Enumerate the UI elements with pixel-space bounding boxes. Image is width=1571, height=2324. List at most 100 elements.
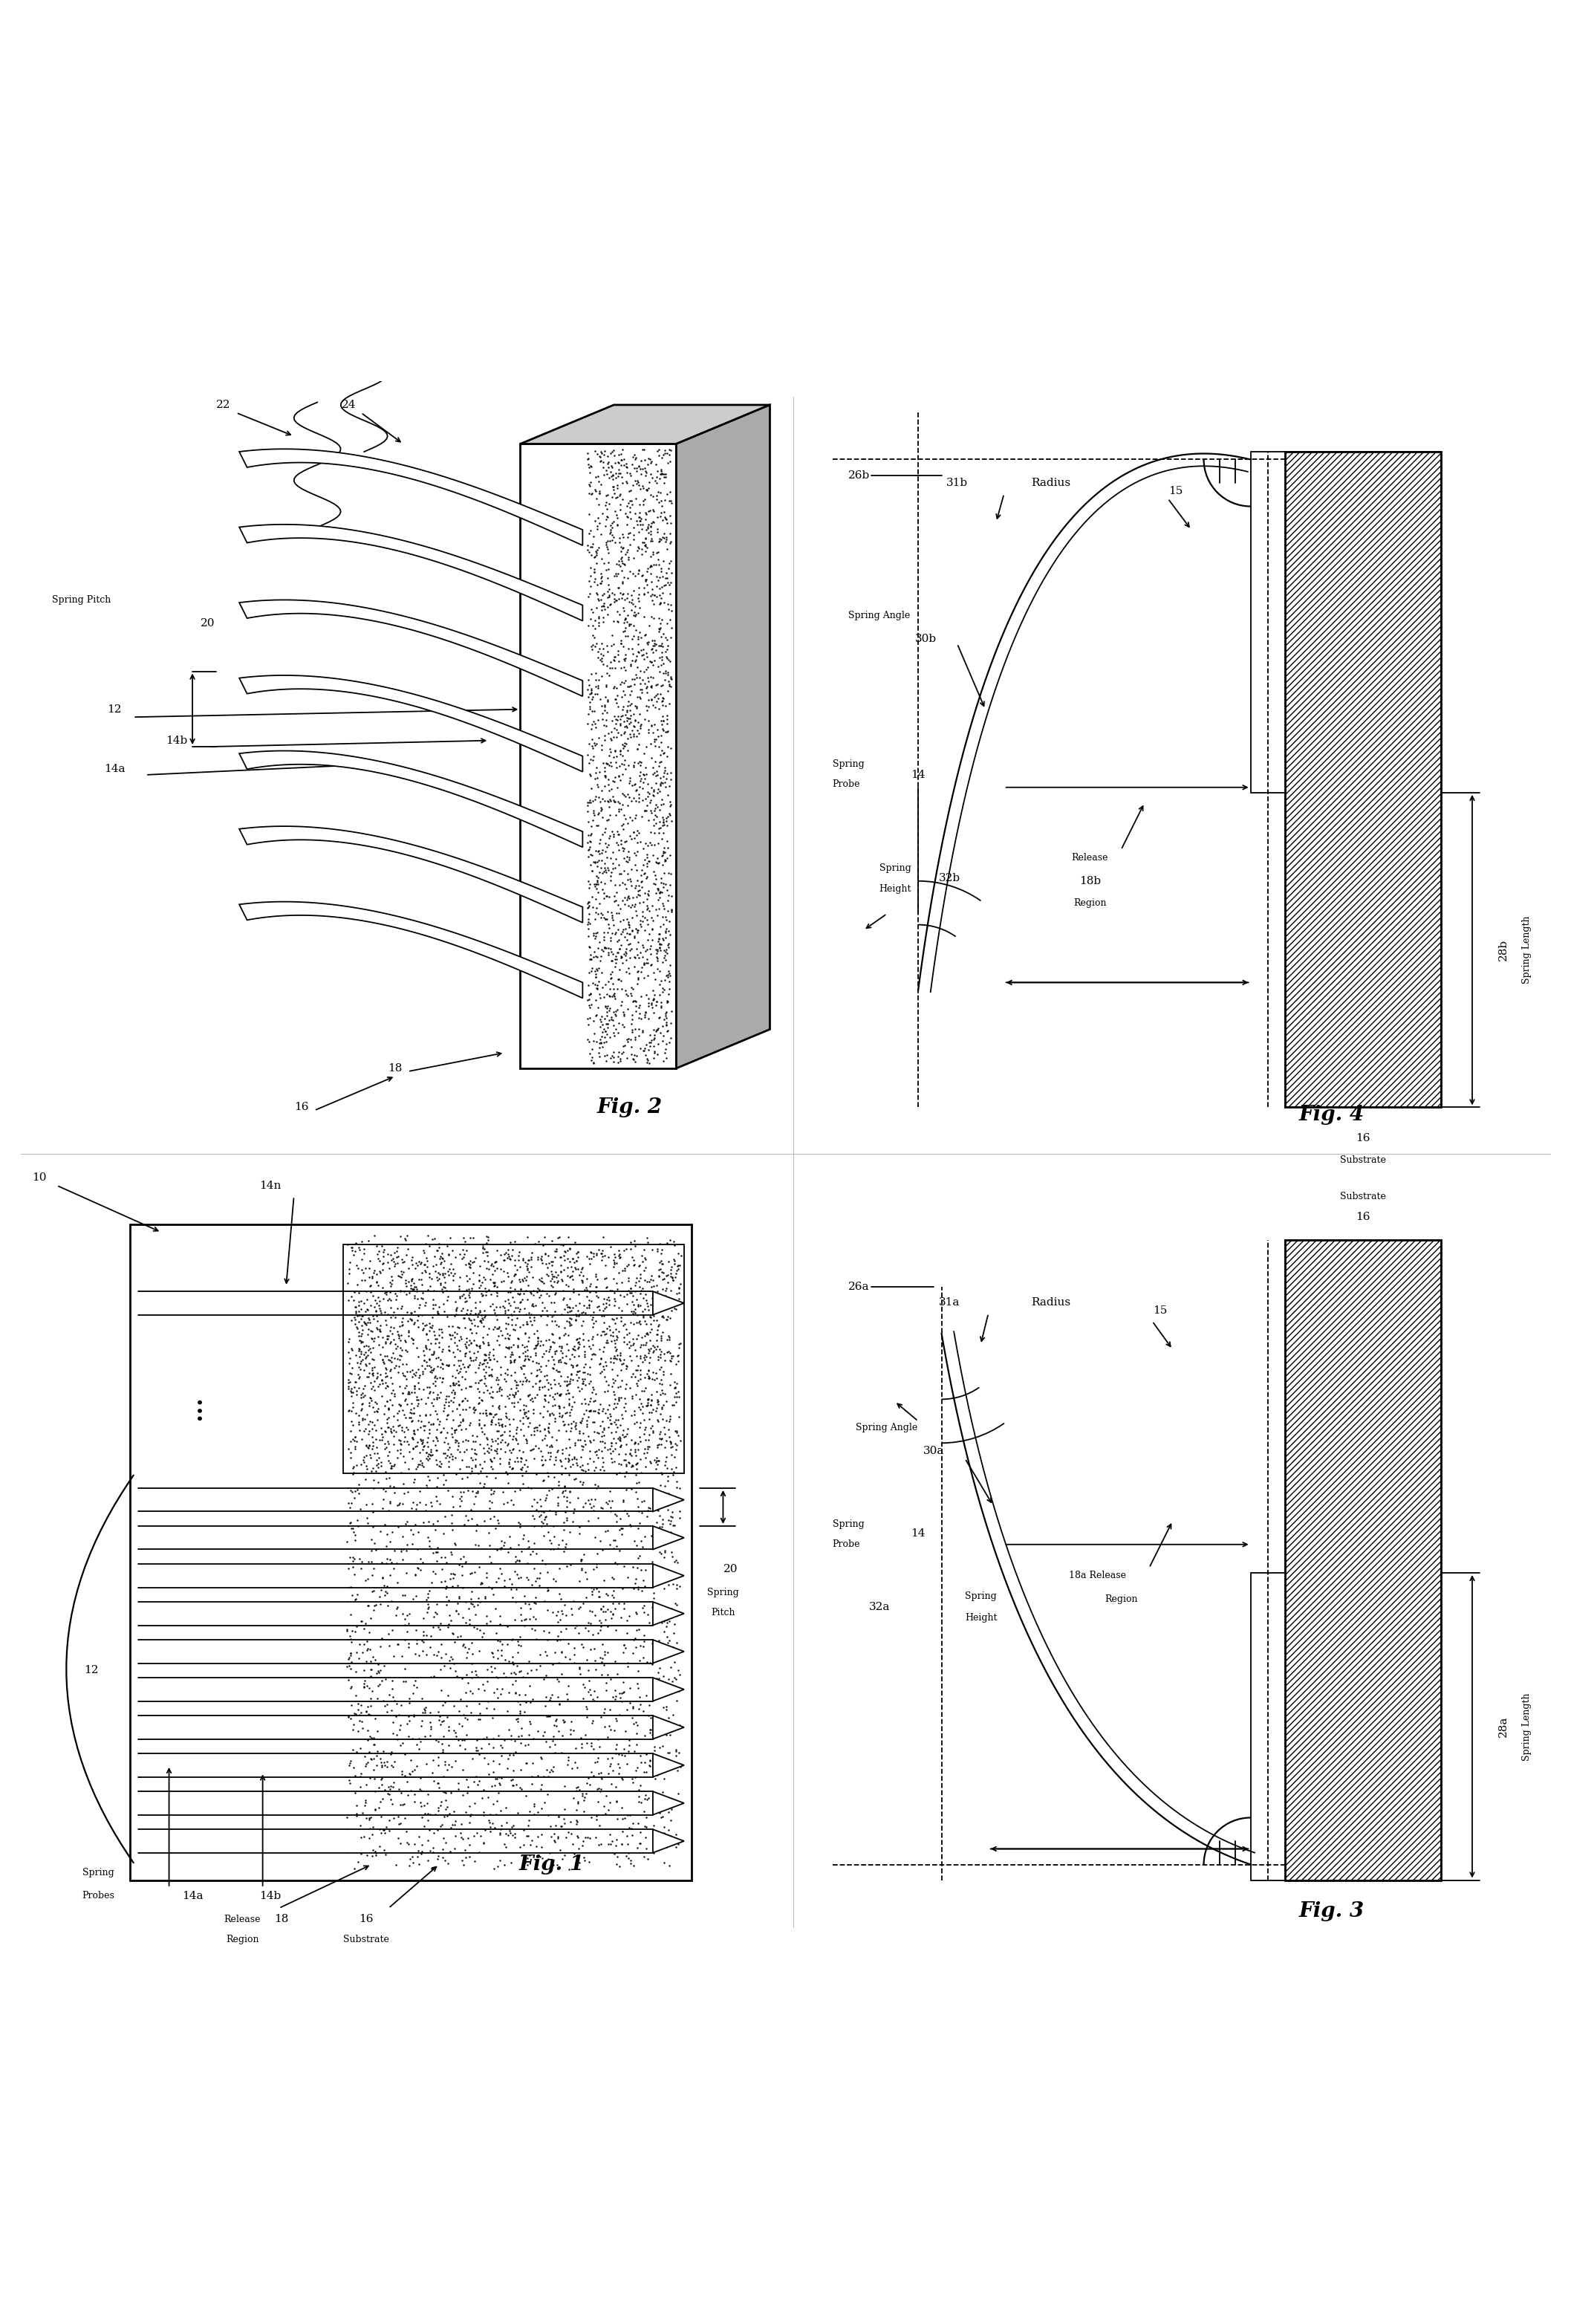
Point bbox=[556, 1376, 581, 1413]
Point bbox=[457, 1334, 482, 1371]
Point bbox=[624, 465, 649, 502]
Point bbox=[407, 1731, 432, 1769]
Point bbox=[347, 1413, 372, 1450]
Point bbox=[462, 1306, 487, 1343]
Point bbox=[514, 1683, 539, 1720]
Point bbox=[353, 1250, 379, 1287]
Point bbox=[514, 1601, 539, 1638]
Point bbox=[649, 1246, 674, 1283]
Point bbox=[619, 885, 644, 923]
Point bbox=[507, 1290, 533, 1327]
Point bbox=[459, 1580, 484, 1618]
Point bbox=[588, 1729, 613, 1766]
Point bbox=[349, 1241, 374, 1278]
Polygon shape bbox=[654, 1678, 683, 1701]
Point bbox=[412, 1787, 437, 1824]
Point bbox=[358, 1269, 383, 1306]
Point bbox=[379, 1339, 404, 1376]
Point bbox=[393, 1262, 418, 1299]
Point bbox=[632, 999, 657, 1037]
Point bbox=[415, 1594, 440, 1631]
Point bbox=[402, 1367, 427, 1404]
Point bbox=[386, 1308, 412, 1346]
Point bbox=[481, 1720, 506, 1757]
Point bbox=[665, 1585, 690, 1622]
Point bbox=[374, 1325, 399, 1362]
Point bbox=[589, 700, 614, 737]
Point bbox=[484, 1564, 509, 1601]
Point bbox=[635, 1387, 660, 1425]
Point bbox=[393, 1650, 418, 1687]
Point bbox=[498, 1339, 523, 1376]
Point bbox=[391, 1439, 416, 1476]
Point bbox=[595, 449, 621, 486]
Point bbox=[630, 755, 655, 792]
Point bbox=[405, 1387, 430, 1425]
Point bbox=[366, 1318, 391, 1355]
Point bbox=[589, 772, 614, 809]
Point bbox=[520, 1566, 545, 1604]
Point bbox=[584, 1534, 610, 1571]
Point bbox=[379, 1448, 404, 1485]
Point bbox=[562, 1743, 588, 1780]
Point bbox=[379, 1448, 404, 1485]
Point bbox=[589, 1234, 614, 1271]
Point bbox=[603, 825, 628, 862]
Point bbox=[650, 627, 676, 665]
Point bbox=[470, 1322, 495, 1360]
Point bbox=[567, 1587, 592, 1624]
Point bbox=[663, 1346, 688, 1383]
Point bbox=[605, 1408, 630, 1446]
Point bbox=[402, 1250, 427, 1287]
Point bbox=[462, 1785, 487, 1822]
Point bbox=[506, 1367, 531, 1404]
Point bbox=[635, 1429, 660, 1466]
Point bbox=[547, 1394, 572, 1432]
Point bbox=[633, 1318, 658, 1355]
Point bbox=[364, 1308, 390, 1346]
Point bbox=[424, 1459, 449, 1497]
Point bbox=[452, 1583, 478, 1620]
Point bbox=[437, 1250, 462, 1287]
Point bbox=[498, 1264, 523, 1301]
Point bbox=[605, 1336, 630, 1373]
Point bbox=[547, 1364, 572, 1401]
Point bbox=[360, 1831, 385, 1868]
Point bbox=[658, 1018, 683, 1055]
Point bbox=[457, 1787, 482, 1824]
Point bbox=[589, 442, 614, 479]
Text: 20: 20 bbox=[724, 1564, 738, 1573]
Point bbox=[410, 1281, 435, 1318]
Point bbox=[556, 1229, 581, 1267]
Point bbox=[610, 983, 635, 1020]
Point bbox=[493, 1362, 518, 1399]
Point bbox=[635, 1643, 660, 1680]
Point bbox=[478, 1808, 503, 1845]
Point bbox=[595, 1634, 621, 1671]
Point bbox=[371, 1281, 396, 1318]
Point bbox=[368, 1306, 393, 1343]
Point bbox=[588, 1450, 613, 1487]
Point bbox=[650, 458, 676, 495]
Point bbox=[341, 1448, 366, 1485]
Point bbox=[630, 1371, 655, 1408]
Point bbox=[628, 1552, 654, 1590]
Point bbox=[650, 804, 676, 841]
Point bbox=[551, 1803, 577, 1841]
Point bbox=[465, 1473, 490, 1511]
Point bbox=[665, 1413, 690, 1450]
Point bbox=[500, 1383, 525, 1420]
Point bbox=[462, 1652, 487, 1690]
Point bbox=[533, 1418, 558, 1455]
Point bbox=[413, 1717, 438, 1755]
Point bbox=[459, 1452, 484, 1490]
Point bbox=[353, 1745, 379, 1783]
Point bbox=[445, 1315, 470, 1353]
Point bbox=[617, 483, 643, 521]
Point bbox=[534, 1476, 559, 1513]
Point bbox=[641, 1413, 666, 1450]
Point bbox=[622, 1425, 647, 1462]
Point bbox=[584, 479, 610, 516]
Point bbox=[588, 895, 613, 932]
Point bbox=[611, 1306, 636, 1343]
